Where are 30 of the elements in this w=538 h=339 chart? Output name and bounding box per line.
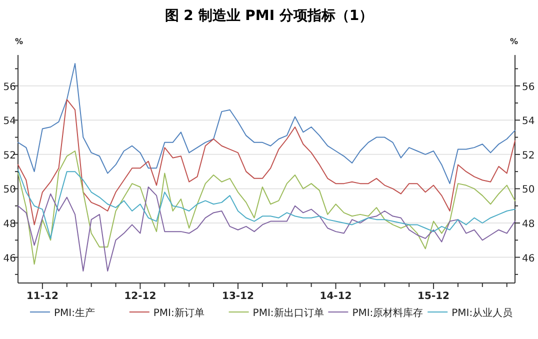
y-tick-label: 56 xyxy=(3,82,16,93)
legend-label: PMI:生产 xyxy=(54,307,95,319)
y2-axis-title: % xyxy=(510,37,518,46)
chart-title: 图 2 制造业 PMI 分项指标（1） xyxy=(164,8,374,24)
legend-label: PMI:原材料库存 xyxy=(352,307,424,319)
y-tick-label: 48 xyxy=(3,219,16,230)
x-tick-label: 13-12 xyxy=(222,291,254,302)
y-tick-label: 50 xyxy=(3,184,16,196)
legend-label: PMI:新出口订单 xyxy=(252,307,324,319)
x-tick-label: 11-12 xyxy=(26,291,58,302)
y-axis-title: % xyxy=(14,37,24,46)
y-tick-label: 54 xyxy=(3,116,16,128)
legend-label: PMI:从业人员 xyxy=(452,307,513,319)
y2-tick-label: 54 xyxy=(522,116,535,128)
line-series xyxy=(18,150,516,265)
y2-tick-label: 50 xyxy=(522,184,535,196)
line-series xyxy=(18,63,516,184)
y2-tick-label: 48 xyxy=(522,219,535,230)
y2-tick-label: 52 xyxy=(522,150,535,162)
y2-tick-label: 46 xyxy=(522,253,535,264)
line-series xyxy=(18,169,516,239)
y-tick-label: 52 xyxy=(3,150,16,162)
line-series xyxy=(18,186,516,272)
x-tick-label: 12-12 xyxy=(124,291,156,302)
y-tick-label: 46 xyxy=(3,253,16,264)
x-tick-label: 15-12 xyxy=(418,291,450,302)
legend-label: PMI:新订单 xyxy=(153,307,204,319)
y2-tick-label: 56 xyxy=(522,82,535,93)
line-series xyxy=(18,99,516,226)
x-tick-label: 14-12 xyxy=(320,291,352,302)
